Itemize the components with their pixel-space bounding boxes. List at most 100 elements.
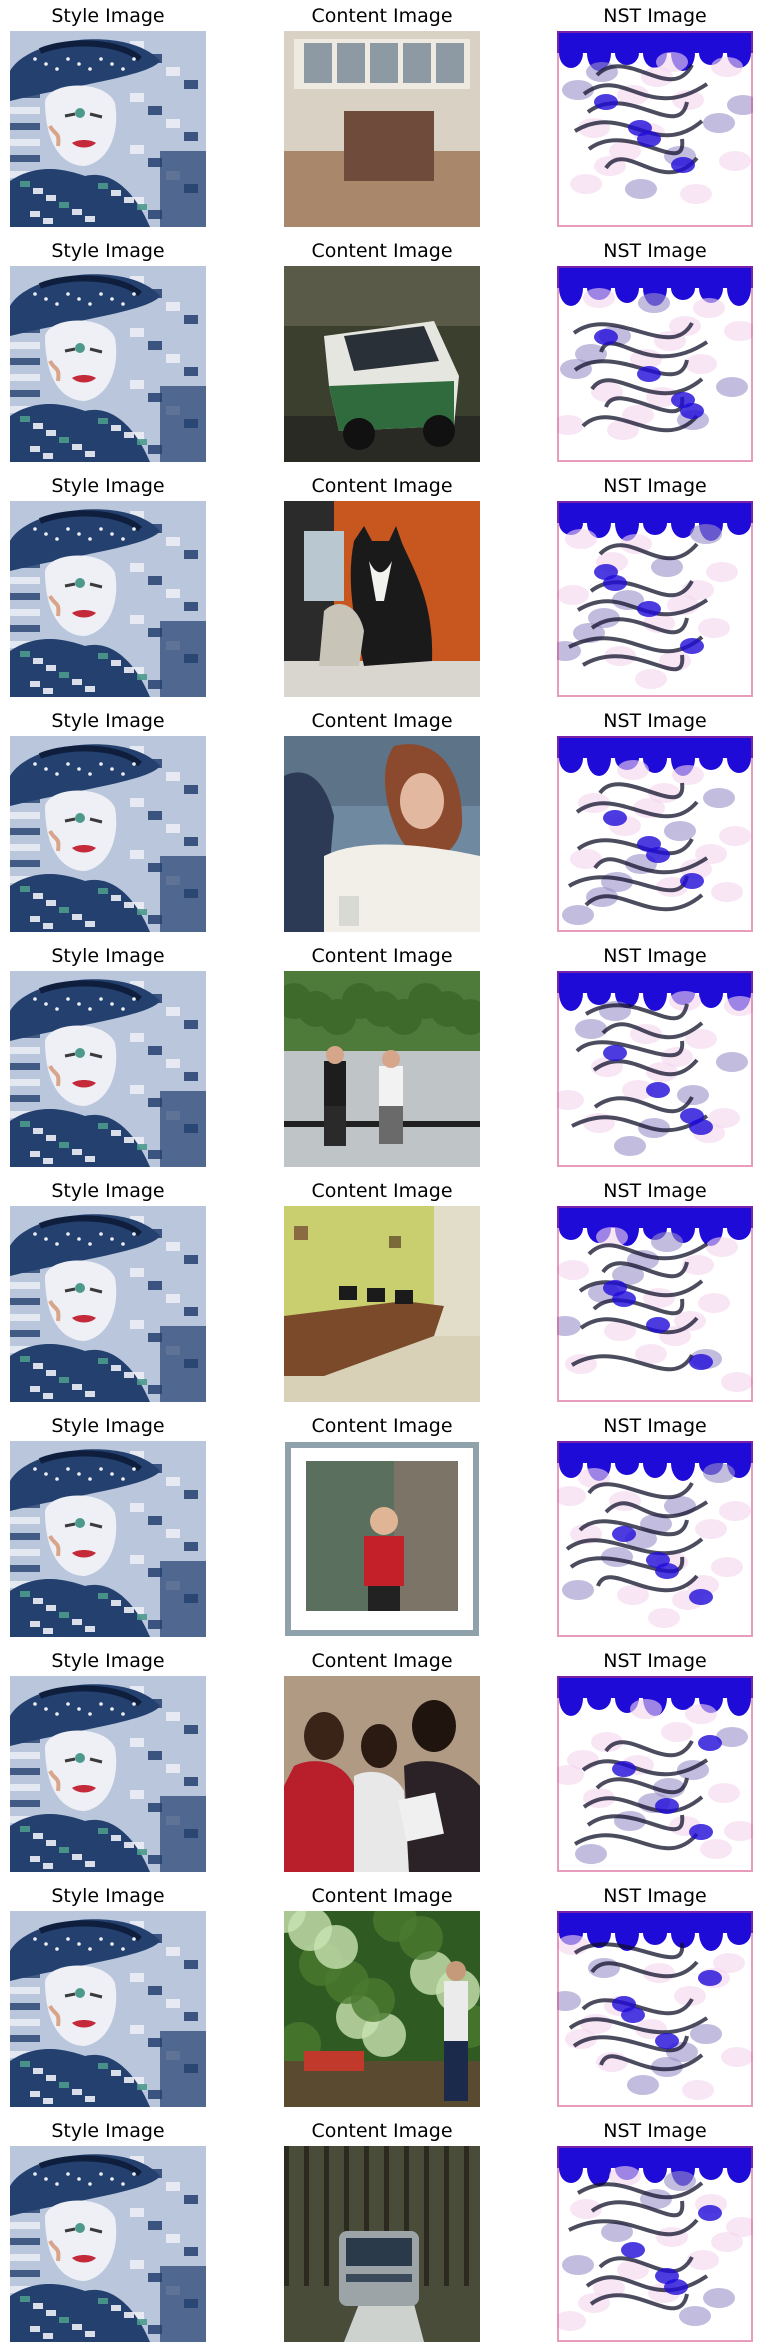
- content-image-picture: [284, 501, 480, 697]
- content-image-cell: Content Image: [284, 235, 480, 462]
- nst-image: [557, 1676, 753, 1872]
- style-image-cell: Style Image: [10, 940, 206, 1167]
- style-image-title: Style Image: [51, 475, 165, 497]
- style-image-cell: Style Image: [10, 705, 206, 932]
- nst-image-title: NST Image: [603, 5, 707, 27]
- nst-image-title: NST Image: [603, 2120, 707, 2142]
- content-image: [284, 2146, 480, 2342]
- content-image-picture: [284, 971, 480, 1167]
- content-image-picture: [284, 736, 480, 932]
- nst-image-title: NST Image: [603, 1885, 707, 1907]
- nst-image: [557, 2146, 753, 2342]
- style-image-cell: Style Image: [10, 235, 206, 462]
- content-image-cell: Content Image: [284, 470, 480, 697]
- content-image-title: Content Image: [311, 475, 453, 497]
- nst-image: [557, 501, 753, 697]
- content-image: [284, 266, 480, 462]
- style-image: [10, 971, 206, 1167]
- style-image: [10, 1441, 206, 1637]
- style-image-cell: Style Image: [10, 1880, 206, 2107]
- content-image-cell: Content Image: [284, 2115, 480, 2342]
- result-row: Style Image Content Image NST Image: [0, 1175, 762, 1402]
- nst-image: [557, 266, 753, 462]
- nst-image: [557, 31, 753, 227]
- nst-image-cell: NST Image: [557, 1175, 753, 1402]
- nst-image: [557, 1206, 753, 1402]
- nst-image-picture: [557, 1441, 753, 1637]
- content-image-title: Content Image: [311, 240, 453, 262]
- style-image-picture: [10, 1911, 206, 2107]
- content-image-picture: [284, 266, 480, 462]
- content-image-cell: Content Image: [284, 1410, 480, 1637]
- style-image: [10, 1206, 206, 1402]
- content-image-picture: [284, 1441, 480, 1637]
- content-image-title: Content Image: [311, 5, 453, 27]
- style-image-title: Style Image: [51, 1885, 165, 1907]
- nst-image-picture: [557, 736, 753, 932]
- style-image-picture: [10, 501, 206, 697]
- result-row: Style Image Content Image NST Image: [0, 940, 762, 1167]
- nst-image-cell: NST Image: [557, 235, 753, 462]
- style-image-cell: Style Image: [10, 1175, 206, 1402]
- style-image-cell: Style Image: [10, 1410, 206, 1637]
- nst-image-title: NST Image: [603, 475, 707, 497]
- style-image: [10, 1911, 206, 2107]
- content-image: [284, 1441, 480, 1637]
- nst-image-picture: [557, 1911, 753, 2107]
- result-row: Style Image Content Image NST Image: [0, 1410, 762, 1637]
- nst-image-cell: NST Image: [557, 1645, 753, 1872]
- style-image-picture: [10, 971, 206, 1167]
- nst-image: [557, 971, 753, 1167]
- style-image: [10, 31, 206, 227]
- content-image-cell: Content Image: [284, 705, 480, 932]
- content-image-picture: [284, 2146, 480, 2342]
- content-image-title: Content Image: [311, 945, 453, 967]
- result-row: Style Image Content Image NST Image: [0, 1880, 762, 2107]
- style-image-title: Style Image: [51, 1415, 165, 1437]
- content-image-title: Content Image: [311, 710, 453, 732]
- nst-image-title: NST Image: [603, 240, 707, 262]
- style-image-cell: Style Image: [10, 1645, 206, 1872]
- result-row: Style Image Content Image NST Image: [0, 0, 762, 227]
- style-image-title: Style Image: [51, 710, 165, 732]
- content-image: [284, 1911, 480, 2107]
- nst-image-title: NST Image: [603, 1180, 707, 1202]
- nst-image-cell: NST Image: [557, 470, 753, 697]
- style-image: [10, 501, 206, 697]
- style-image-title: Style Image: [51, 945, 165, 967]
- style-image-title: Style Image: [51, 1180, 165, 1202]
- result-row: Style Image Content Image NST Image: [0, 235, 762, 462]
- content-image-title: Content Image: [311, 1650, 453, 1672]
- style-image-picture: [10, 736, 206, 932]
- content-image: [284, 31, 480, 227]
- style-image-title: Style Image: [51, 240, 165, 262]
- content-image: [284, 501, 480, 697]
- nst-image-picture: [557, 31, 753, 227]
- result-row: Style Image Content Image NST Image: [0, 470, 762, 697]
- result-row: Style Image Content Image NST Image: [0, 1645, 762, 1872]
- nst-image-picture: [557, 1676, 753, 1872]
- style-image: [10, 736, 206, 932]
- content-image-title: Content Image: [311, 2120, 453, 2142]
- nst-image-cell: NST Image: [557, 705, 753, 932]
- nst-image-title: NST Image: [603, 945, 707, 967]
- style-image-picture: [10, 266, 206, 462]
- content-image-picture: [284, 1676, 480, 1872]
- style-image-title: Style Image: [51, 5, 165, 27]
- content-image-cell: Content Image: [284, 940, 480, 1167]
- nst-image-cell: NST Image: [557, 0, 753, 227]
- nst-image-cell: NST Image: [557, 1880, 753, 2107]
- content-image-cell: Content Image: [284, 1645, 480, 1872]
- nst-image-picture: [557, 501, 753, 697]
- nst-image: [557, 736, 753, 932]
- style-image-cell: Style Image: [10, 470, 206, 697]
- style-image-title: Style Image: [51, 1650, 165, 1672]
- content-image-cell: Content Image: [284, 1175, 480, 1402]
- style-image: [10, 2146, 206, 2342]
- style-image-picture: [10, 1206, 206, 1402]
- nst-image-picture: [557, 2146, 753, 2342]
- content-image-cell: Content Image: [284, 1880, 480, 2107]
- style-image-cell: Style Image: [10, 0, 206, 227]
- style-image-picture: [10, 1441, 206, 1637]
- style-image-picture: [10, 1676, 206, 1872]
